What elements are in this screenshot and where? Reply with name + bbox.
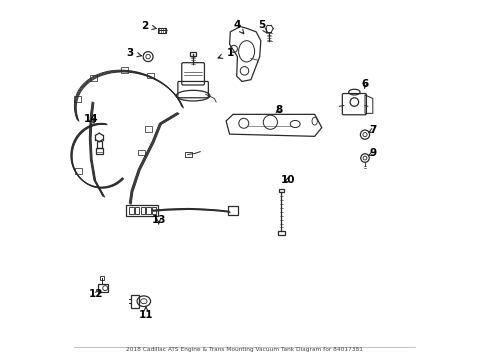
Bar bbox=[278, 189, 284, 192]
Text: 2018 Cadillac ATS Engine & Trans Mounting Vacuum Tank Diagram for 84017381: 2018 Cadillac ATS Engine & Trans Mountin… bbox=[126, 347, 362, 352]
Text: 13: 13 bbox=[151, 215, 165, 225]
Bar bbox=[129, 207, 133, 215]
Bar bbox=[100, 276, 104, 280]
Bar bbox=[152, 207, 156, 215]
Bar bbox=[74, 96, 81, 102]
Bar bbox=[189, 53, 196, 56]
Bar bbox=[135, 207, 139, 215]
Text: 14: 14 bbox=[84, 114, 99, 124]
Bar bbox=[144, 126, 151, 132]
Bar bbox=[147, 73, 154, 78]
Bar bbox=[126, 205, 158, 216]
Text: 1: 1 bbox=[218, 48, 233, 58]
Bar bbox=[90, 75, 97, 81]
Text: 10: 10 bbox=[281, 175, 295, 185]
Text: 5: 5 bbox=[257, 20, 266, 33]
Bar bbox=[121, 67, 128, 73]
Bar bbox=[98, 284, 108, 292]
Bar bbox=[96, 148, 102, 154]
Bar bbox=[141, 207, 144, 215]
Bar bbox=[158, 28, 165, 33]
Text: 8: 8 bbox=[275, 105, 282, 115]
Text: 3: 3 bbox=[126, 48, 141, 58]
Text: 12: 12 bbox=[89, 289, 103, 299]
Bar bbox=[185, 152, 192, 157]
Bar bbox=[138, 149, 145, 155]
Text: 11: 11 bbox=[139, 307, 153, 320]
Bar bbox=[278, 231, 284, 235]
Bar bbox=[97, 141, 102, 148]
Text: 7: 7 bbox=[368, 125, 376, 135]
Text: 4: 4 bbox=[233, 20, 243, 34]
Text: 6: 6 bbox=[361, 79, 368, 89]
Text: 2: 2 bbox=[141, 21, 156, 31]
Bar bbox=[146, 207, 150, 215]
Text: 9: 9 bbox=[368, 148, 376, 158]
Bar bbox=[227, 206, 237, 215]
Bar bbox=[75, 168, 82, 174]
